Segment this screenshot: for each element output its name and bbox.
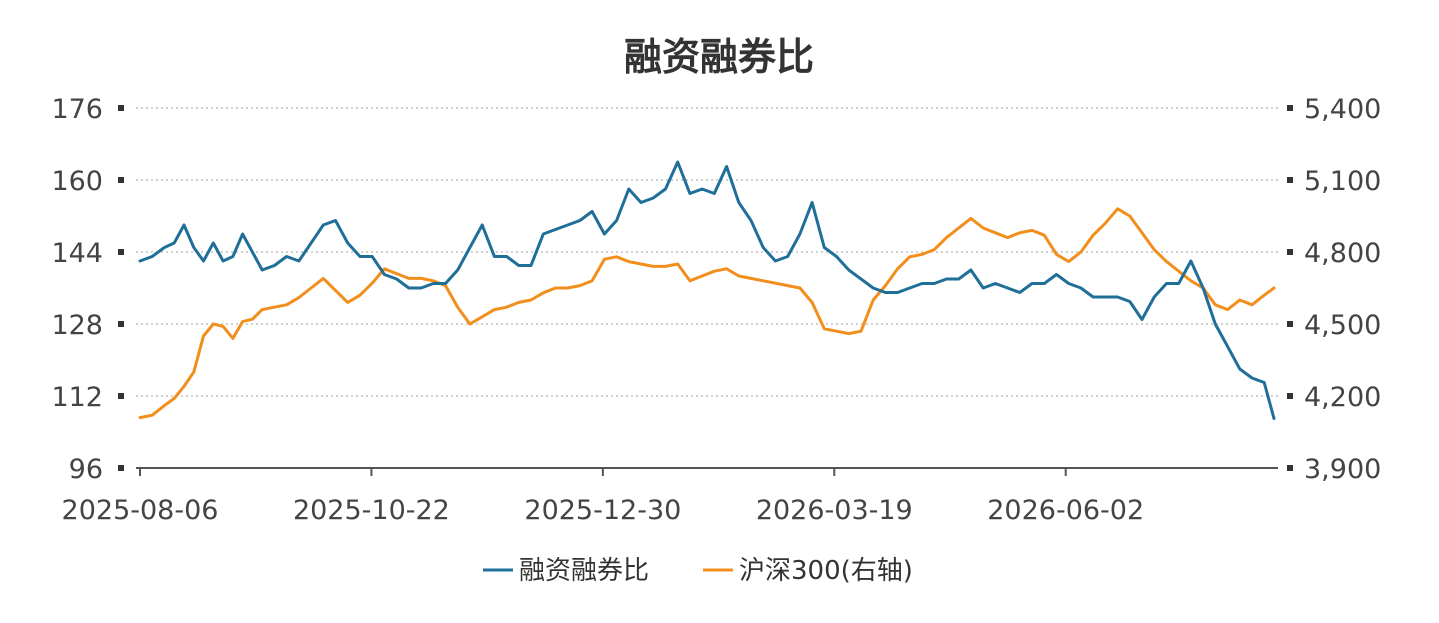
left-tick-label: 128 — [51, 310, 103, 341]
legend: 融资融券比 沪深300(右轴) — [483, 556, 913, 586]
grid-lines — [136, 107, 1278, 397]
x-tick-label: 2025-08-06 — [62, 495, 219, 526]
right-tick-marker — [1287, 249, 1293, 255]
series-line-csi300 — [138, 207, 1276, 420]
right-tick-marker — [1287, 105, 1293, 111]
chart-title: 融资融券比 — [624, 35, 814, 79]
left-tick-marker — [118, 465, 124, 471]
x-tick-label: 2025-12-30 — [524, 495, 681, 526]
x-tick-label: 2026-03-19 — [756, 495, 913, 526]
right-tick-label: 5,400 — [1304, 94, 1381, 125]
x-tick-label: 2026-06-02 — [987, 495, 1144, 526]
left-tick-label: 144 — [51, 238, 103, 269]
left-tick-marker — [118, 321, 124, 327]
right-tick-marker — [1287, 393, 1293, 399]
left-tick-label: 96 — [69, 454, 103, 485]
right-tick-label: 3,900 — [1304, 454, 1381, 485]
series-group — [138, 160, 1276, 420]
right-tick-label: 4,200 — [1304, 382, 1381, 413]
left-tick-marker — [118, 249, 124, 255]
series-line-margin-ratio — [138, 160, 1276, 420]
x-axis: 2025-08-06 2025-10-22 2025-12-30 2026-03-19… — [62, 467, 1278, 526]
left-tick-marker — [118, 393, 124, 399]
left-tick-label: 160 — [51, 166, 103, 197]
right-tick-label: 5,100 — [1304, 166, 1381, 197]
right-tick-marker — [1287, 465, 1293, 471]
left-tick-marker — [118, 177, 124, 183]
right-tick-label: 4,500 — [1304, 310, 1381, 341]
right-tick-marker — [1287, 321, 1293, 327]
legend-label-csi300: 沪深300(右轴) — [739, 556, 913, 586]
left-tick-marker — [118, 105, 124, 111]
left-tick-label: 176 — [51, 94, 103, 125]
x-tick-label: 2025-10-22 — [293, 495, 450, 526]
right-tick-marker — [1287, 177, 1293, 183]
legend-label-margin-ratio: 融资融券比 — [519, 556, 649, 586]
left-axis-ticks: 176 160 144 128 112 96 — [51, 94, 124, 485]
right-axis-ticks: 5,400 5,100 4,800 4,500 4,200 3,900 — [1287, 94, 1381, 485]
right-tick-label: 4,800 — [1304, 238, 1381, 269]
left-tick-label: 112 — [51, 382, 103, 413]
